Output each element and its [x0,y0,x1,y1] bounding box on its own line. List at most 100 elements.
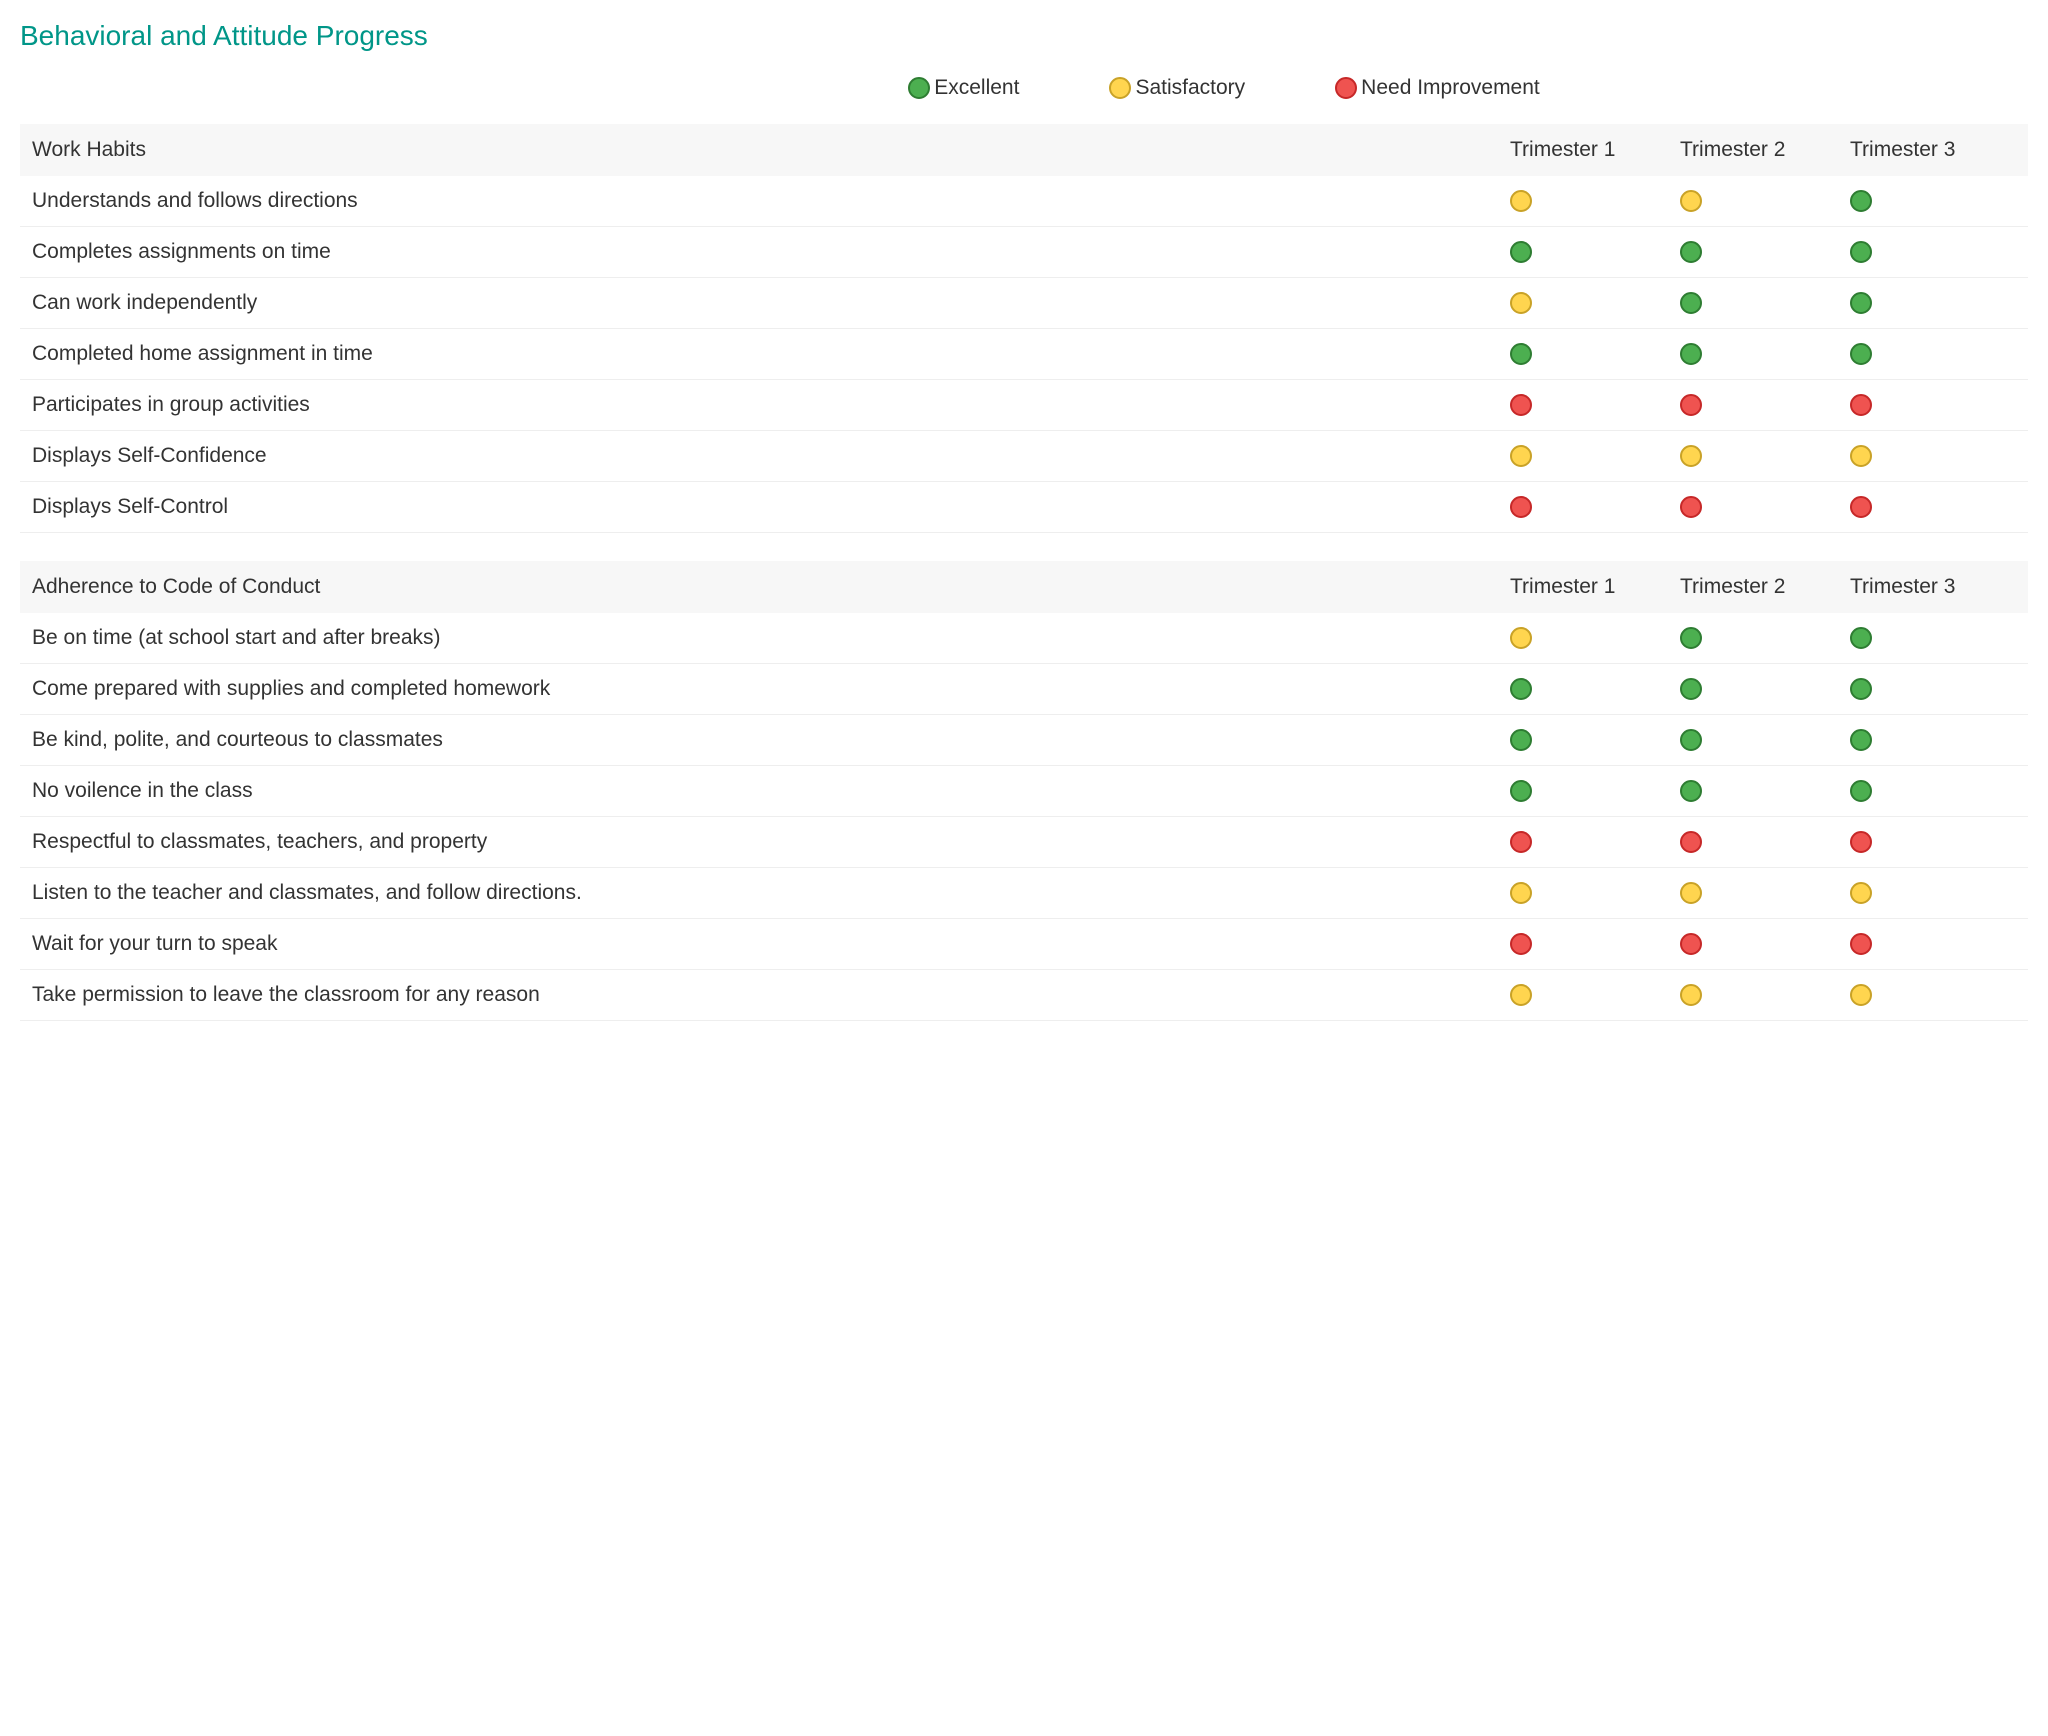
status-cell [1506,627,1676,649]
page-title: Behavioral and Attitude Progress [20,20,2028,52]
status-dot-satisfactory [1850,445,1872,467]
status-dot-satisfactory [1510,627,1532,649]
row-label: Come prepared with supplies and complete… [32,677,1506,701]
table-row: Can work independently [20,278,2028,329]
row-label: Completes assignments on time [32,240,1506,264]
section-title: Adherence to Code of Conduct [32,575,1506,599]
status-dot-excellent [1680,627,1702,649]
legend-label: Need Improvement [1361,76,1540,100]
status-dot-satisfactory [1680,445,1702,467]
status-dot-satisfactory [1850,984,1872,1006]
legend-item-need_improvement: Need Improvement [1335,76,1540,100]
status-dot-excellent [1850,292,1872,314]
status-dot-need_improvement [1680,933,1702,955]
status-cell [1846,343,2016,365]
status-cell [1506,729,1676,751]
status-dot-excellent [1510,241,1532,263]
status-dot-need_improvement [1510,831,1532,853]
status-cell [1506,394,1676,416]
row-label: Displays Self-Control [32,495,1506,519]
status-dot-need_improvement [1850,496,1872,518]
status-cell [1676,780,1846,802]
status-cell [1846,241,2016,263]
status-dot-satisfactory [1510,882,1532,904]
legend-label: Satisfactory [1135,76,1245,100]
status-dot-satisfactory [1510,445,1532,467]
status-dot-excellent [1680,241,1702,263]
status-dot-satisfactory [1510,292,1532,314]
row-label: Completed home assignment in time [32,342,1506,366]
column-header: Trimester 1 [1506,138,1676,162]
status-dot-excellent [1850,241,1872,263]
status-cell [1846,496,2016,518]
status-dot-satisfactory-icon [1109,77,1131,99]
status-dot-excellent [1510,343,1532,365]
status-cell [1846,984,2016,1006]
status-dot-excellent [1850,627,1872,649]
status-cell [1676,445,1846,467]
status-cell [1506,241,1676,263]
status-dot-excellent [1850,190,1872,212]
status-dot-excellent [1850,678,1872,700]
status-cell [1506,445,1676,467]
status-dot-excellent [1850,780,1872,802]
table-row: Take permission to leave the classroom f… [20,970,2028,1021]
status-cell [1676,882,1846,904]
table-row: No voilence in the class [20,766,2028,817]
table-row: Understands and follows directions [20,176,2028,227]
status-cell [1506,780,1676,802]
status-cell [1846,190,2016,212]
row-label: Respectful to classmates, teachers, and … [32,830,1506,854]
status-dot-satisfactory [1510,190,1532,212]
status-dot-excellent [1680,780,1702,802]
status-dot-need_improvement [1680,496,1702,518]
status-cell [1846,394,2016,416]
row-label: Participates in group activities [32,393,1506,417]
table-row: Completes assignments on time [20,227,2028,278]
table-row: Wait for your turn to speak [20,919,2028,970]
row-label: No voilence in the class [32,779,1506,803]
status-cell [1676,190,1846,212]
status-dot-satisfactory [1510,984,1532,1006]
row-label: Can work independently [32,291,1506,315]
status-dot-need_improvement [1850,831,1872,853]
column-header: Trimester 1 [1506,575,1676,599]
status-cell [1676,729,1846,751]
status-dot-need_improvement [1510,933,1532,955]
section-header: Adherence to Code of ConductTrimester 1T… [20,561,2028,613]
column-header: Trimester 2 [1676,575,1846,599]
row-label: Wait for your turn to speak [32,932,1506,956]
table-row: Displays Self-Control [20,482,2028,533]
status-cell [1506,343,1676,365]
status-dot-satisfactory [1850,882,1872,904]
status-cell [1506,882,1676,904]
legend: Excellent Satisfactory Need Improvement [20,76,2028,100]
legend-label: Excellent [934,76,1019,100]
status-cell [1506,984,1676,1006]
status-dot-need_improvement [1510,496,1532,518]
status-dot-excellent [1850,729,1872,751]
status-cell [1846,780,2016,802]
status-dot-satisfactory [1680,984,1702,1006]
status-cell [1506,292,1676,314]
status-dot-need_improvement [1680,394,1702,416]
status-dot-need_improvement-icon [1335,77,1357,99]
column-header: Trimester 3 [1846,138,2016,162]
status-cell [1676,241,1846,263]
table-row: Be on time (at school start and after br… [20,613,2028,664]
status-cell [1846,729,2016,751]
row-label: Take permission to leave the classroom f… [32,983,1506,1007]
table-row: Displays Self-Confidence [20,431,2028,482]
row-label: Understands and follows directions [32,189,1506,213]
status-dot-excellent [1680,678,1702,700]
status-dot-excellent [1680,729,1702,751]
section-header: Work HabitsTrimester 1Trimester 2Trimest… [20,124,2028,176]
status-cell [1676,627,1846,649]
status-cell [1676,678,1846,700]
status-cell [1846,831,2016,853]
section: Adherence to Code of ConductTrimester 1T… [20,561,2028,1021]
status-cell [1676,984,1846,1006]
row-label: Be kind, polite, and courteous to classm… [32,728,1506,752]
row-label: Displays Self-Confidence [32,444,1506,468]
status-cell [1676,496,1846,518]
